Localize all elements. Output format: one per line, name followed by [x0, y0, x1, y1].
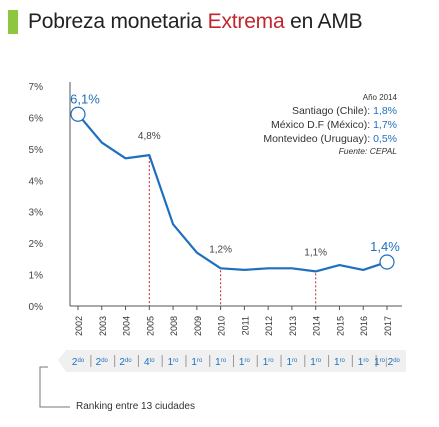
title-accent-bar — [8, 10, 18, 34]
x-tick-label: 2003 — [98, 316, 108, 336]
ranking-value: 2do — [119, 357, 132, 368]
ranking-value: 1ro — [215, 357, 227, 368]
ranking-value: 1ro — [286, 357, 298, 368]
notes-label: Montevideo (Uruguay): — [263, 133, 374, 145]
x-tick-label: 2011 — [240, 316, 250, 335]
chart-title-block: Pobreza monetaria Extrema en AMB — [8, 10, 363, 34]
x-tick-label: 2005 — [145, 316, 155, 336]
title-text-highlight: Extrema — [207, 10, 285, 33]
notes-value: 1,8% — [373, 105, 397, 117]
ranking-value: 2do — [72, 357, 85, 368]
highlight-point-circle — [70, 106, 86, 122]
y-tick-label: 7% — [29, 82, 44, 93]
x-tick-label: 2016 — [359, 316, 369, 336]
notes-line-montevideo: Montevideo (Uruguay): 0,5% — [263, 132, 397, 146]
ranking-value: 2do — [96, 357, 109, 368]
y-tick-label: 5% — [29, 145, 44, 156]
series-line — [77, 113, 388, 273]
ranking-value: 1ro — [358, 357, 370, 368]
ranking-value: 1ro — [310, 357, 322, 368]
x-tick-label: 2004 — [122, 316, 132, 336]
ranking-bracket — [39, 366, 70, 408]
ranking-value: 1ro|2do — [374, 357, 400, 368]
data-label: 4,8% — [138, 131, 161, 142]
y-tick-label: 3% — [29, 208, 44, 219]
x-tick-label: 2010 — [217, 316, 227, 336]
y-tick-label: 2% — [29, 239, 44, 250]
data-label: 6,1% — [70, 91, 100, 106]
x-tick-label: 2008 — [169, 316, 179, 336]
chart-title: Pobreza monetaria Extrema en AMB — [28, 10, 363, 34]
notes-source: Fuente: CEPAL — [338, 146, 397, 156]
x-tick-label: 2012 — [264, 316, 274, 336]
ranking-value: 4to — [144, 357, 155, 368]
ranking-caption: Ranking entre 13 ciudades — [76, 401, 195, 412]
data-label: 1,2% — [209, 244, 232, 255]
ranking-value: 1ro — [334, 357, 346, 368]
ranking-value: 1ro — [191, 357, 203, 368]
chart-notes: Año 2014 Santiago (Chile): 1,8% México D… — [263, 92, 397, 157]
x-tick-label: 2009 — [193, 316, 203, 336]
highlight-point-circle — [379, 254, 395, 270]
x-tick-label: 2013 — [288, 316, 298, 336]
x-tick-label: 2015 — [335, 316, 345, 336]
data-label: 1,1% — [304, 247, 327, 258]
notes-line-santiago: Santiago (Chile): 1,8% — [263, 104, 397, 118]
y-tick-label: 6% — [29, 113, 44, 124]
y-tick-label: 0% — [29, 302, 44, 313]
y-tick-label: 4% — [29, 176, 44, 187]
notes-line-mexico: México D.F (México): 1,7% — [263, 118, 397, 132]
ranking-row-pointer — [58, 350, 66, 372]
notes-label: Santiago (Chile): — [291, 105, 374, 117]
ranking-row-background — [66, 350, 406, 372]
ranking-value: 1ro — [168, 357, 180, 368]
ranking-value: 1ro — [239, 357, 251, 368]
title-text-after: en AMB — [284, 10, 363, 33]
ranking-value: 1ro — [263, 357, 275, 368]
x-tick-label: 2014 — [312, 316, 322, 336]
notes-year: Año 2014 — [362, 93, 397, 102]
notes-label: México D.F (México): — [270, 119, 374, 131]
x-tick-label: 2002 — [74, 316, 84, 336]
notes-value: 0,5% — [373, 133, 397, 145]
notes-value: 1,7% — [373, 119, 397, 131]
y-tick-label: 1% — [29, 271, 44, 282]
data-label: 1,4% — [370, 239, 400, 254]
x-tick-label: 2017 — [383, 316, 393, 336]
title-text-before: Pobreza monetaria — [28, 10, 208, 33]
